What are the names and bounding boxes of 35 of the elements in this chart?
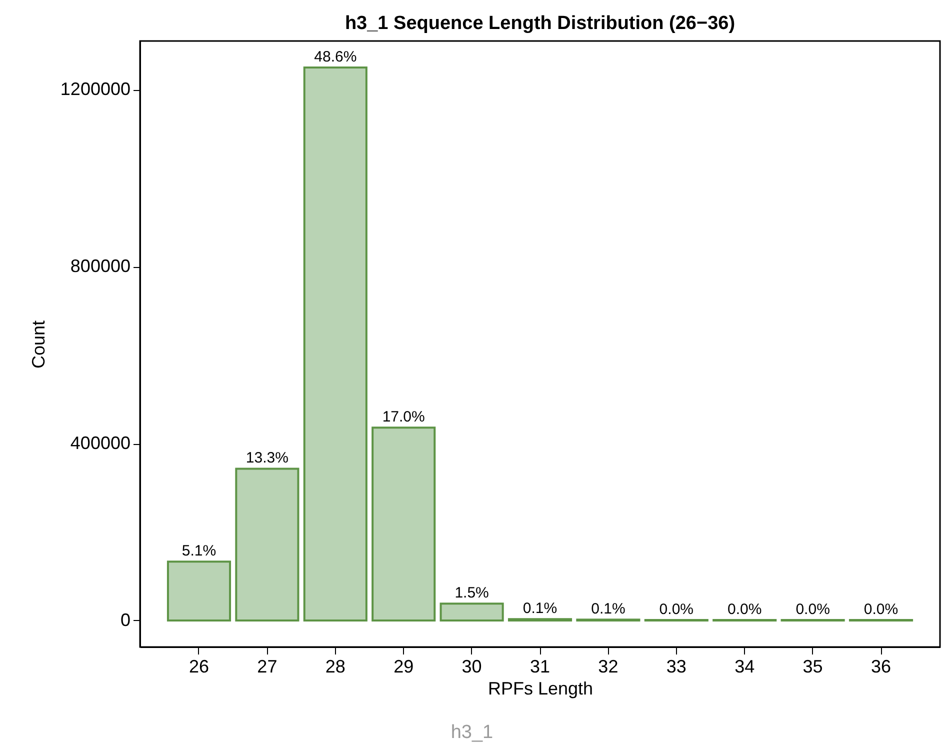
- annotation: 0.0%: [864, 601, 898, 618]
- annotation: 17.0%: [382, 408, 425, 426]
- annotation: 0.0%: [796, 601, 830, 618]
- y-tick-label: 800000: [70, 256, 130, 276]
- y-tick-label: 400000: [70, 433, 130, 454]
- x-tick-label: 30: [462, 656, 482, 676]
- x-tick-label: 36: [870, 656, 892, 676]
- bar: [372, 426, 436, 622]
- bar: [303, 66, 368, 622]
- bar: [166, 560, 232, 622]
- caption: h3_1: [450, 722, 494, 744]
- annotation: 0.0%: [728, 601, 762, 618]
- x-tick-label: 29: [394, 656, 414, 676]
- annotation: 13.3%: [246, 450, 288, 467]
- annotation: 5.1%: [182, 542, 216, 560]
- x-tick-label: 27: [257, 656, 278, 676]
- y-axis-title: Count: [28, 320, 48, 369]
- bar: [440, 602, 504, 622]
- y-tick-label: 1200000: [60, 79, 130, 100]
- x-tick-label: 26: [188, 656, 210, 676]
- annotation: 48.6%: [314, 48, 357, 66]
- bar: [235, 468, 300, 622]
- x-tick-label: 34: [734, 656, 755, 676]
- x-tick-label: 35: [802, 656, 823, 676]
- annotation: 0.0%: [659, 601, 694, 618]
- annotation: 0.1%: [522, 600, 558, 618]
- x-tick-label: 33: [666, 656, 686, 676]
- x-tick-label: 32: [598, 656, 618, 676]
- x-axis-title: RPFs Length: [488, 678, 594, 698]
- annotation: 0.1%: [591, 600, 626, 618]
- chart-title: h3_1 Sequence Length Distribution (26−36): [344, 13, 736, 34]
- y-tick-label: 0: [120, 610, 130, 630]
- x-tick-label: 28: [325, 656, 346, 676]
- annotation: 1.5%: [454, 584, 489, 602]
- x-tick-label: 31: [530, 656, 550, 676]
